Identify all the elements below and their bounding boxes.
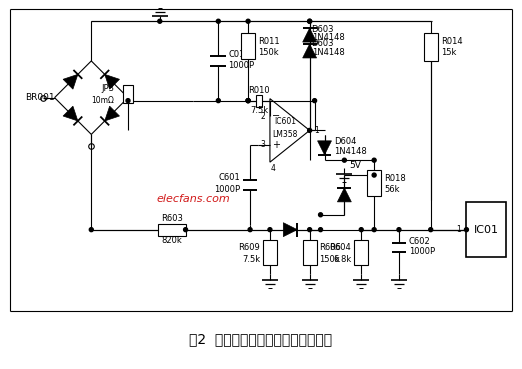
Circle shape: [307, 228, 312, 232]
Text: 7.5k: 7.5k: [250, 106, 268, 115]
Circle shape: [216, 19, 220, 23]
Bar: [467, 202, 506, 258]
Bar: [241, 33, 255, 59]
Circle shape: [246, 99, 250, 103]
Circle shape: [372, 173, 376, 177]
Circle shape: [246, 99, 250, 103]
Text: 7.5k: 7.5k: [242, 255, 260, 264]
Text: elecfans.com: elecfans.com: [157, 194, 231, 204]
Text: D603: D603: [312, 39, 334, 48]
Text: C602: C602: [409, 237, 431, 246]
Text: 1: 1: [456, 225, 460, 234]
Bar: [303, 239, 316, 265]
Circle shape: [158, 19, 162, 23]
Text: R606: R606: [319, 243, 341, 252]
Text: JP3: JP3: [101, 84, 114, 93]
Text: 1N4148: 1N4148: [312, 32, 345, 42]
Circle shape: [372, 228, 376, 232]
Text: 3: 3: [260, 140, 265, 149]
Text: R603: R603: [161, 214, 183, 223]
Text: 4: 4: [270, 163, 275, 173]
Bar: [158, 224, 186, 236]
Text: R014: R014: [441, 37, 462, 46]
Text: 10mΩ: 10mΩ: [91, 96, 114, 105]
Text: 1000P: 1000P: [228, 61, 254, 70]
Text: −: −: [272, 111, 280, 121]
Text: +: +: [272, 140, 280, 150]
Circle shape: [313, 99, 316, 103]
Bar: [354, 239, 368, 265]
Text: 1: 1: [315, 126, 319, 135]
Text: R604: R604: [329, 243, 351, 252]
Bar: [367, 170, 381, 196]
Text: C601: C601: [218, 173, 240, 182]
Polygon shape: [105, 106, 120, 121]
Bar: [123, 85, 133, 103]
Circle shape: [216, 99, 220, 103]
Circle shape: [307, 19, 312, 23]
Text: 6.8k: 6.8k: [333, 255, 351, 264]
Text: 2: 2: [260, 111, 265, 121]
Text: 820k: 820k: [161, 236, 182, 245]
Circle shape: [465, 228, 468, 232]
Circle shape: [307, 128, 312, 132]
Circle shape: [126, 99, 130, 103]
Polygon shape: [105, 75, 120, 89]
Circle shape: [429, 228, 433, 232]
Circle shape: [372, 158, 376, 162]
Text: R609: R609: [238, 243, 260, 252]
Circle shape: [268, 228, 272, 232]
Text: R018: R018: [384, 173, 406, 183]
Text: 1N4148: 1N4148: [335, 147, 367, 156]
Circle shape: [184, 228, 187, 232]
Polygon shape: [303, 28, 316, 42]
Text: 图2  电压、电流浪涌保护电路原理图: 图2 电压、电流浪涌保护电路原理图: [189, 332, 333, 346]
Text: 15k: 15k: [441, 48, 456, 58]
Circle shape: [307, 19, 312, 23]
Text: LM358: LM358: [272, 130, 298, 139]
Text: IC601: IC601: [274, 117, 296, 126]
Text: 150k: 150k: [319, 255, 340, 264]
Text: 1N4148: 1N4148: [312, 48, 345, 58]
Text: D604: D604: [335, 137, 357, 146]
Polygon shape: [337, 188, 351, 202]
Text: BR001: BR001: [25, 93, 54, 102]
Bar: [424, 33, 437, 61]
Text: IC01: IC01: [474, 225, 499, 235]
Polygon shape: [303, 44, 316, 58]
Circle shape: [246, 99, 250, 103]
Circle shape: [246, 19, 250, 23]
Circle shape: [342, 158, 347, 162]
Circle shape: [318, 228, 323, 232]
Text: D603: D603: [312, 25, 334, 34]
Circle shape: [397, 228, 401, 232]
Text: 150k: 150k: [258, 48, 279, 58]
Text: 1000P: 1000P: [409, 247, 435, 256]
Bar: [263, 239, 277, 265]
Circle shape: [89, 228, 93, 232]
Polygon shape: [283, 223, 297, 237]
Bar: [256, 95, 262, 107]
Text: 56k: 56k: [384, 186, 399, 194]
Polygon shape: [317, 141, 331, 155]
Polygon shape: [63, 75, 78, 89]
Circle shape: [359, 228, 363, 232]
Text: C017: C017: [228, 51, 250, 59]
Polygon shape: [63, 106, 78, 121]
Text: R011: R011: [258, 37, 280, 46]
Circle shape: [248, 228, 252, 232]
Circle shape: [318, 213, 323, 217]
Text: 5V: 5V: [349, 161, 361, 170]
Text: R010: R010: [248, 86, 270, 95]
Text: 1000P: 1000P: [214, 185, 240, 194]
